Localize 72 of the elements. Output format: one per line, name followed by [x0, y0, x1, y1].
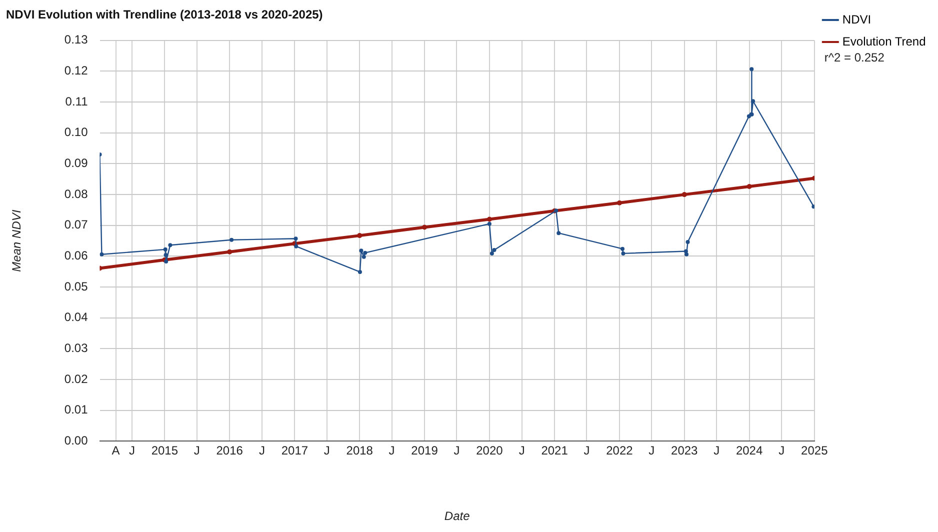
point	[357, 233, 362, 238]
y-tick-label: 0.12	[64, 64, 88, 78]
x-tick-label: J	[128, 444, 135, 458]
point	[620, 246, 624, 251]
point	[164, 252, 168, 257]
text: r^2 = 0.252	[824, 50, 885, 64]
x-tick-label: J	[714, 444, 720, 458]
x-axis-title: Date	[444, 509, 470, 524]
point	[100, 252, 104, 256]
y-tick-label: 0.00	[64, 434, 88, 448]
y-tick-label: 0.13	[64, 32, 88, 47]
point	[492, 248, 496, 252]
y-tick-label: 0.11	[65, 94, 88, 108]
point	[686, 240, 690, 244]
y-tick-label: 0.05	[64, 279, 88, 294]
x-tick-label: 2017	[281, 444, 308, 458]
x-tick-label: 2015	[151, 444, 178, 458]
y-tick-label: 0.02	[64, 372, 88, 386]
x-tick-label: 2019	[411, 444, 438, 458]
x-tick-label: 2016	[216, 444, 244, 458]
point	[490, 251, 494, 256]
x-tick-label: J	[258, 444, 265, 458]
point	[486, 216, 492, 222]
point	[746, 184, 752, 190]
x-tick-label: 2023	[671, 444, 698, 458]
x-tick-label: J	[388, 444, 395, 458]
y-tick-label: 0.08	[64, 186, 88, 201]
point	[294, 236, 298, 241]
point	[621, 251, 626, 256]
x-tick-label: J	[454, 444, 460, 458]
x-tick-label: J	[518, 444, 525, 458]
y-tick-label: 0.07	[64, 218, 88, 232]
x-tick-label: 2021	[541, 444, 568, 458]
x-tick-label: 2018	[346, 444, 374, 458]
point	[358, 270, 362, 274]
point	[422, 224, 428, 230]
y-tick-label: 0.09	[64, 156, 88, 170]
y-tick-label: 0.01	[64, 402, 88, 417]
chart-title: NDVI Evolution with Trendline (2013-2018 vs 2020-2025)	[6, 8, 323, 22]
point	[682, 192, 687, 198]
legend-label: Evolution Trend	[842, 34, 926, 48]
point	[751, 99, 756, 104]
point	[556, 231, 561, 236]
y-tick-label: 0.10	[64, 125, 88, 140]
legend-label: NDVI	[842, 12, 872, 26]
point	[163, 247, 168, 252]
x-tick-label: J	[648, 444, 655, 458]
x-tick-label: J	[194, 444, 200, 458]
point	[487, 222, 492, 226]
point	[294, 244, 298, 248]
x-tick-label: 2022	[606, 444, 634, 458]
point	[812, 204, 814, 209]
y-axis-title: Mean NDVI	[10, 209, 24, 272]
x-tick-label: J	[584, 444, 590, 458]
x-tick-label: 2025	[801, 444, 828, 458]
point	[168, 243, 172, 248]
point	[363, 250, 368, 255]
point	[750, 67, 754, 72]
y-tick-label: 0.06	[64, 248, 88, 263]
y-tick-label: 0.04	[64, 310, 88, 324]
point	[230, 238, 234, 242]
point	[227, 249, 232, 254]
point	[362, 254, 366, 259]
x-tick-label: 2020	[476, 444, 504, 458]
y-tick-label: 0.03	[64, 341, 88, 356]
x-tick-label: A	[112, 444, 120, 458]
x-tick-label: J	[324, 444, 330, 458]
point	[684, 252, 689, 256]
point	[616, 200, 622, 206]
x-tick-label: 2024	[736, 444, 763, 458]
x-tick-label: J	[778, 444, 785, 458]
point	[359, 248, 364, 253]
